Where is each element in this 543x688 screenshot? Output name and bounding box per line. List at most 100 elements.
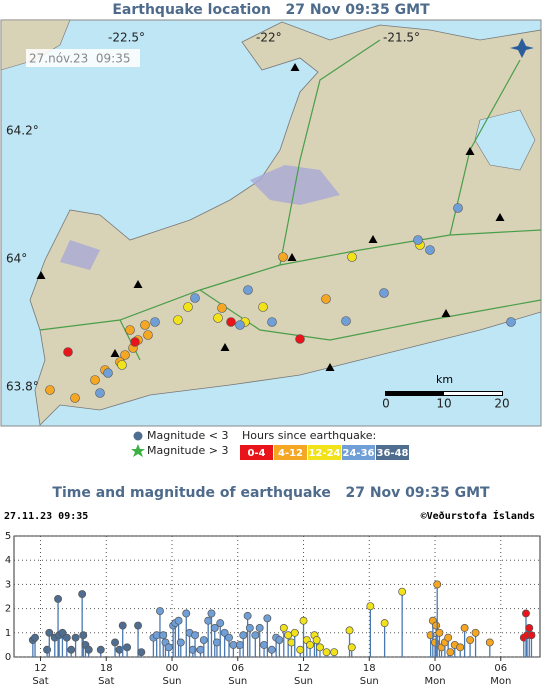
quake-point [225,633,233,642]
map-quake [63,347,73,357]
quake-point [322,648,331,657]
quake-point [204,616,213,625]
station [110,349,120,357]
quake-point [446,648,455,657]
quake-point [54,594,63,603]
x-day-label: Mon [490,676,511,687]
map-quake [70,393,80,403]
quake-point [239,631,248,640]
credit: ©Veðurstofa Íslands [421,509,535,522]
map-quake [278,252,288,262]
plot: 01234512Sat18Sat00Sun06Sun12Sun18Sun00Mo… [5,531,540,687]
map-quake [243,285,253,295]
quake-point [137,648,146,657]
quake-point [275,636,284,645]
quake-point [255,624,264,632]
x-tick-label: 06 [231,663,244,674]
quake-point [159,631,168,640]
lava-field [60,165,340,270]
chart-timestamp: 27.11.23 09:35 [4,511,88,522]
quake-point [134,621,142,630]
quake-point [182,609,191,618]
station [495,213,505,221]
legend-star [131,444,145,457]
compass [510,38,534,58]
lat-label: 64° [6,252,27,266]
map-quake [506,317,516,327]
legend-label: 24-36 [343,448,375,459]
quake-point [164,643,173,652]
map-quake [413,235,423,245]
legend-label: 0-4 [247,448,265,459]
station [220,343,230,351]
station [133,280,143,288]
quake-point [306,640,315,649]
y-tick-label: 2 [5,604,11,615]
quake-point [79,631,88,640]
quake-point [111,638,119,647]
map-quake [217,303,227,313]
quake-point [435,628,444,637]
quake-point [485,638,494,647]
quake-point [96,645,105,654]
map-quake [173,315,183,325]
quake-point [216,619,225,628]
legend-swatch [308,445,341,460]
map-quake [235,320,245,330]
x-tick-label: 00 [166,663,179,674]
quake-point [471,628,480,637]
map-quake [226,317,236,327]
quake-point [212,638,221,647]
station [441,309,451,317]
quake-point [316,643,324,652]
quake-point [123,643,132,652]
x-day-label: Mon [424,676,445,687]
quake-point [345,626,354,635]
y-tick-label: 5 [5,531,11,542]
quake-point [287,638,296,647]
quake-point [290,628,299,637]
legend-swatch [240,445,273,460]
quake-point [525,624,534,632]
map-quake [125,325,135,335]
quake-point [199,636,208,645]
quake-point [460,624,469,632]
x-tick-label: 18 [100,663,113,674]
quake-point [71,633,80,642]
station [368,235,378,243]
legend-label: Magnitude > 3 [147,444,229,457]
lon-label: -22° [256,31,282,45]
quake-point [398,587,407,596]
quake-point [84,645,93,654]
legend-label: 4-12 [278,448,303,459]
quake-point [152,631,161,640]
station [290,63,300,71]
quake-point [191,631,199,640]
y-tick-label: 4 [5,555,11,566]
legend-dot [133,431,143,441]
quake-point [527,631,536,640]
legend-label: Magnitude < 3 [147,429,229,442]
map-title: Earthquake location 27 Nov 09:35 GMT [112,2,430,18]
map-quake [347,252,357,262]
roads [39,39,542,361]
quake-point [220,628,229,637]
map-markers [36,63,516,403]
scale-label: 10 [436,397,451,411]
legend-swatch [274,445,307,460]
quake-point [210,624,219,632]
x-day-label: Sun [228,676,247,687]
quake-point [251,631,260,640]
quake-point [31,633,39,642]
quake-point [118,621,127,630]
quake-point [62,633,71,642]
x-tick-label: 12 [297,663,310,674]
quake-point [312,636,321,645]
map-quake [453,203,463,213]
y-tick-label: 0 [5,652,11,663]
quake-point [330,648,339,657]
map-quake [143,330,153,340]
quake-point [176,638,185,647]
map-quake [295,334,305,344]
